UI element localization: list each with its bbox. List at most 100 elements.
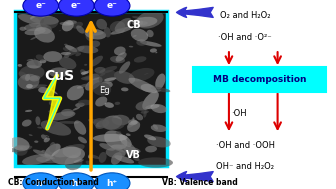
Ellipse shape [30, 36, 37, 40]
Text: ·OH and ·O²⁻: ·OH and ·O²⁻ [218, 33, 272, 42]
Ellipse shape [153, 124, 158, 130]
Ellipse shape [34, 141, 38, 143]
Ellipse shape [90, 56, 103, 67]
Ellipse shape [93, 118, 106, 127]
Ellipse shape [85, 29, 106, 40]
Ellipse shape [155, 74, 165, 90]
Ellipse shape [36, 156, 61, 163]
Ellipse shape [76, 26, 85, 34]
Ellipse shape [119, 61, 130, 74]
Ellipse shape [49, 67, 69, 77]
Ellipse shape [50, 88, 58, 94]
Ellipse shape [131, 29, 148, 41]
Ellipse shape [102, 115, 122, 130]
Ellipse shape [65, 46, 85, 56]
Ellipse shape [116, 131, 121, 134]
Ellipse shape [45, 158, 52, 161]
Ellipse shape [145, 146, 157, 152]
Circle shape [94, 0, 130, 16]
Text: OH⁻ and H₂O₂: OH⁻ and H₂O₂ [216, 162, 274, 171]
Ellipse shape [19, 27, 26, 31]
Ellipse shape [114, 155, 134, 163]
Ellipse shape [77, 46, 98, 53]
Ellipse shape [18, 74, 39, 90]
Text: ·OH: ·OH [231, 109, 247, 118]
Ellipse shape [111, 152, 122, 165]
Text: MB decomposition: MB decomposition [213, 75, 306, 84]
Text: e⁻: e⁻ [107, 1, 118, 10]
Ellipse shape [80, 69, 86, 74]
Ellipse shape [136, 114, 143, 120]
Text: CuS: CuS [44, 69, 74, 83]
Ellipse shape [25, 74, 30, 81]
Ellipse shape [115, 18, 132, 32]
Ellipse shape [133, 156, 140, 161]
Ellipse shape [127, 120, 136, 128]
Ellipse shape [106, 148, 126, 158]
Ellipse shape [133, 35, 137, 37]
Ellipse shape [88, 119, 103, 124]
Ellipse shape [61, 109, 74, 116]
Ellipse shape [93, 134, 127, 142]
Ellipse shape [127, 121, 140, 132]
Text: h⁺: h⁺ [35, 179, 46, 188]
Ellipse shape [35, 116, 40, 125]
Ellipse shape [22, 154, 51, 165]
Ellipse shape [44, 138, 50, 142]
Ellipse shape [104, 102, 114, 108]
Text: Eg: Eg [99, 86, 110, 95]
Ellipse shape [74, 159, 84, 163]
Ellipse shape [81, 76, 99, 81]
Ellipse shape [136, 39, 147, 46]
Ellipse shape [9, 145, 32, 152]
Ellipse shape [51, 147, 85, 165]
Ellipse shape [33, 149, 55, 159]
Ellipse shape [67, 85, 84, 100]
Ellipse shape [50, 157, 53, 159]
Ellipse shape [73, 22, 83, 29]
Ellipse shape [139, 21, 143, 25]
Ellipse shape [48, 110, 58, 113]
Ellipse shape [129, 46, 133, 47]
Ellipse shape [90, 40, 100, 47]
Ellipse shape [121, 140, 137, 156]
Ellipse shape [98, 152, 107, 163]
FancyBboxPatch shape [15, 12, 167, 166]
Ellipse shape [36, 24, 52, 34]
Ellipse shape [155, 90, 161, 92]
Ellipse shape [62, 20, 74, 31]
Ellipse shape [25, 110, 32, 112]
FancyBboxPatch shape [193, 67, 326, 92]
Ellipse shape [110, 26, 133, 35]
Ellipse shape [138, 157, 173, 168]
Text: VB: Valence band: VB: Valence band [162, 178, 238, 187]
Ellipse shape [115, 102, 120, 105]
Ellipse shape [27, 60, 42, 69]
Ellipse shape [88, 154, 100, 159]
Ellipse shape [66, 20, 77, 25]
Ellipse shape [128, 78, 157, 93]
Ellipse shape [49, 142, 56, 153]
Text: e⁻: e⁻ [35, 1, 46, 10]
Ellipse shape [119, 148, 128, 156]
Ellipse shape [151, 104, 167, 113]
Ellipse shape [147, 136, 171, 147]
Ellipse shape [75, 103, 85, 107]
Ellipse shape [43, 51, 62, 62]
Ellipse shape [134, 56, 146, 63]
Ellipse shape [19, 65, 45, 80]
Ellipse shape [36, 54, 45, 61]
Text: CB: Conduction band: CB: Conduction band [8, 178, 99, 187]
Ellipse shape [18, 14, 40, 24]
Ellipse shape [116, 52, 127, 62]
Ellipse shape [59, 22, 73, 26]
Ellipse shape [20, 147, 24, 149]
Ellipse shape [61, 52, 71, 55]
Ellipse shape [29, 134, 33, 136]
Ellipse shape [129, 68, 155, 81]
Ellipse shape [111, 145, 140, 153]
Ellipse shape [26, 84, 33, 88]
Ellipse shape [41, 120, 71, 136]
Ellipse shape [41, 150, 45, 152]
Ellipse shape [110, 56, 125, 63]
